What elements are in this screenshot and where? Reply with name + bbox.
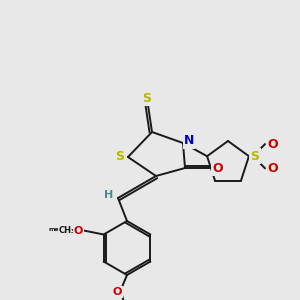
Text: S: S xyxy=(142,92,152,104)
Text: methoxy: methoxy xyxy=(48,227,79,232)
Text: O: O xyxy=(213,161,223,175)
Text: N: N xyxy=(184,134,194,148)
Text: O: O xyxy=(74,226,83,236)
Text: H: H xyxy=(104,190,114,200)
Text: S: S xyxy=(250,150,260,163)
Text: O: O xyxy=(268,138,278,151)
Text: S: S xyxy=(116,151,124,164)
Text: O: O xyxy=(268,162,278,175)
Text: O: O xyxy=(112,287,122,297)
Text: CH₃: CH₃ xyxy=(58,226,75,235)
